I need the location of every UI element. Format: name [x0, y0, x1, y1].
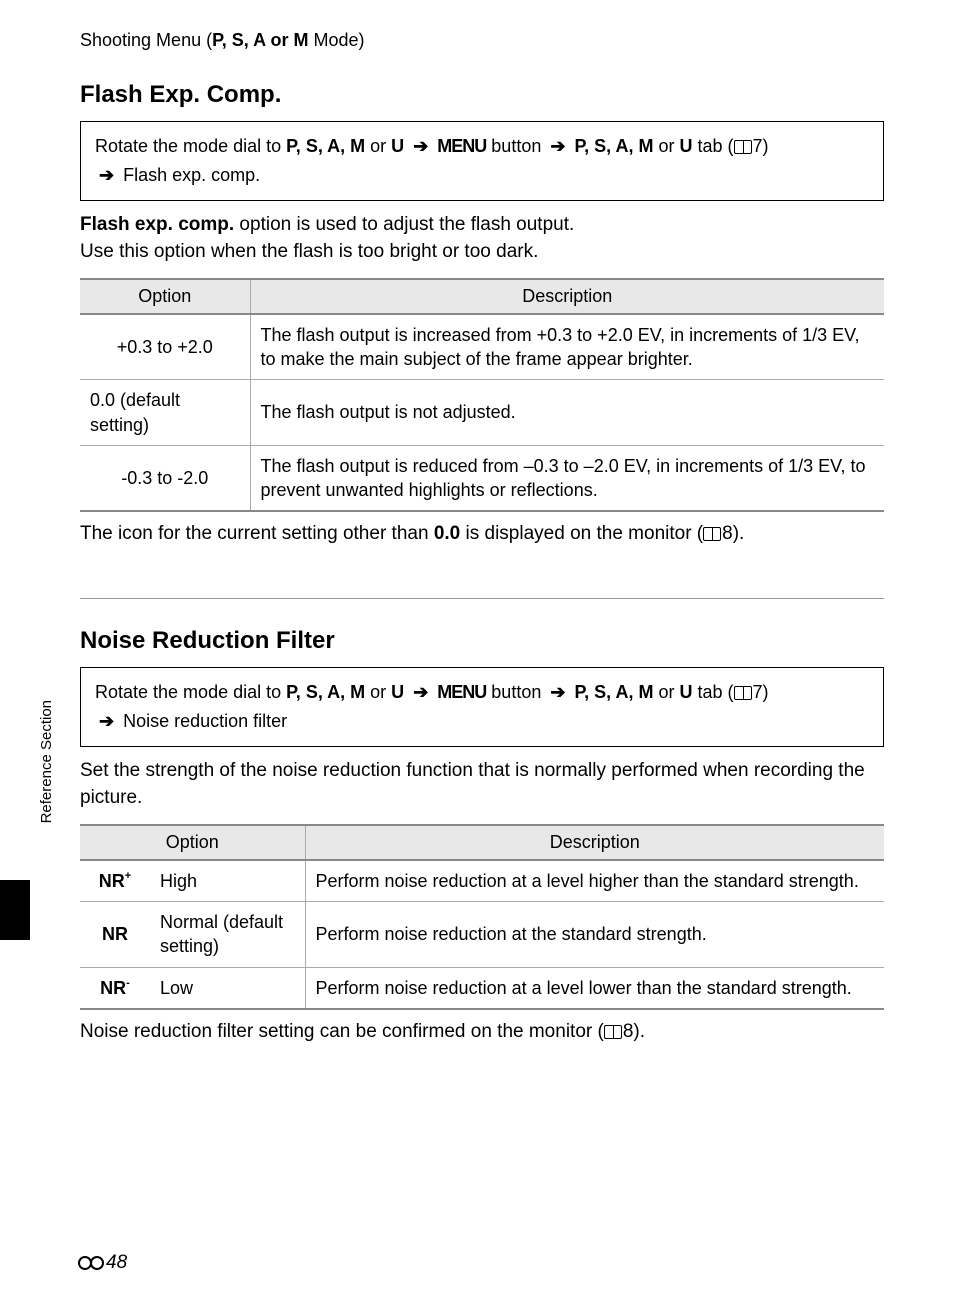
cell-desc: Perform noise reduction at the standard … [305, 902, 884, 968]
menu-button-label: MENU [437, 682, 486, 702]
arrow-icon: ➔ [99, 711, 114, 731]
nav-modes2: P, S, A, M [574, 682, 653, 702]
flash-note: The icon for the current setting other t… [80, 520, 884, 548]
nav-modeU2: U [680, 136, 693, 156]
cell-icon: NR- [80, 967, 150, 1009]
note-p2: is displayed on the monitor ( [460, 523, 703, 544]
table-row: NR+ High Perform noise reduction at a le… [80, 860, 884, 902]
noise-intro: Set the strength of the noise reduction … [80, 757, 884, 812]
noise-table: Option Description NR+ High Perform nois… [80, 824, 884, 1010]
footer-link-icon [78, 1254, 104, 1272]
nr-normal-icon: NR [102, 922, 128, 946]
cell-desc: The flash output is not adjusted. [250, 380, 884, 446]
note-p2: ). [633, 1021, 645, 1042]
nav-tab-text: tab ( [693, 136, 734, 156]
cell-desc: Perform noise reduction at a level highe… [305, 860, 884, 902]
arrow-icon: ➔ [550, 682, 565, 702]
section-title-flash: Flash Exp. Comp. [80, 81, 884, 109]
flash-table: Option Description +0.3 to +2.0 The flas… [80, 278, 884, 513]
nav-or1: or [365, 136, 391, 156]
side-section-label: Reference Section [38, 700, 55, 823]
cell-icon: NR [80, 902, 150, 968]
cell-option: -0.3 to -2.0 [80, 445, 250, 511]
cell-option: High [150, 860, 305, 902]
note-bold: 0.0 [434, 523, 460, 544]
cell-desc: The flash output is increased from +0.3 … [250, 314, 884, 380]
section-divider [80, 598, 884, 599]
header-prefix: Shooting Menu ( [80, 30, 212, 50]
table-row: -0.3 to -2.0 The flash output is reduced… [80, 445, 884, 511]
table-row: +0.3 to +2.0 The flash output is increas… [80, 314, 884, 380]
note-ref: 8 [623, 1021, 634, 1042]
cell-option: Low [150, 967, 305, 1009]
book-icon [604, 1025, 622, 1039]
nav-or1: or [365, 682, 391, 702]
side-tab-marker [0, 880, 30, 940]
flash-intro-rest: option is used to adjust the flash outpu… [234, 214, 574, 235]
table-header-description: Description [305, 825, 884, 860]
noise-note: Noise reduction filter setting can be co… [80, 1018, 884, 1046]
page-footer: 48 [78, 1252, 127, 1274]
book-icon [734, 686, 752, 700]
nr-high-icon: NR+ [99, 869, 131, 893]
nav-box-noise: Rotate the mode dial to P, S, A, M or U … [80, 667, 884, 747]
flash-intro-bold: Flash exp. comp. [80, 214, 234, 235]
arrow-icon: ➔ [99, 165, 114, 185]
table-header-option: Option [80, 279, 250, 314]
note-ref: 8 [722, 523, 733, 544]
table-row: 0.0 (default setting) The flash output i… [80, 380, 884, 446]
header-suffix: Mode) [308, 30, 364, 50]
nav-box-flash: Rotate the mode dial to P, S, A, M or U … [80, 121, 884, 201]
header-modes: P, S, A or M [212, 30, 308, 50]
section-title-noise: Noise Reduction Filter [80, 627, 884, 655]
nav-dest: Noise reduction filter [118, 711, 287, 731]
table-header-option: Option [80, 825, 305, 860]
note-p3: ). [733, 523, 745, 544]
cell-option: 0.0 (default setting) [80, 380, 250, 446]
note-p1: The icon for the current setting other t… [80, 523, 434, 544]
nav-modes2: P, S, A, M [574, 136, 653, 156]
nav-modeU2: U [680, 682, 693, 702]
nav-close: ) [763, 136, 769, 156]
flash-intro-line2: Use this option when the flash is too br… [80, 241, 538, 262]
nav-or2: or [653, 136, 679, 156]
arrow-icon: ➔ [413, 682, 428, 702]
nav-dest: Flash exp. comp. [118, 165, 260, 185]
nav-tab-text: tab ( [693, 682, 734, 702]
nav-modeU: U [391, 136, 404, 156]
table-header-description: Description [250, 279, 884, 314]
nav-or2: or [653, 682, 679, 702]
nav-ref1: 7 [753, 136, 763, 156]
cell-option: +0.3 to +2.0 [80, 314, 250, 380]
flash-intro: Flash exp. comp. option is used to adjus… [80, 211, 884, 266]
nav-modes1: P, S, A, M [286, 136, 365, 156]
nav-modeU: U [391, 682, 404, 702]
nav-prefix: Rotate the mode dial to [95, 682, 286, 702]
book-icon [734, 140, 752, 154]
nav-modes1: P, S, A, M [286, 682, 365, 702]
nav-ref1: 7 [753, 682, 763, 702]
table-row: NR Normal (default setting) Perform nois… [80, 902, 884, 968]
cell-option: Normal (default setting) [150, 902, 305, 968]
cell-desc: Perform noise reduction at a level lower… [305, 967, 884, 1009]
nav-button-text: button [486, 682, 546, 702]
arrow-icon: ➔ [550, 136, 565, 156]
note-p1: Noise reduction filter setting can be co… [80, 1021, 604, 1042]
table-row: NR- Low Perform noise reduction at a lev… [80, 967, 884, 1009]
arrow-icon: ➔ [413, 136, 428, 156]
menu-button-label: MENU [437, 136, 486, 156]
page-content: Shooting Menu (P, S, A or M Mode) Flash … [0, 0, 954, 1083]
cell-icon: NR+ [80, 860, 150, 902]
book-icon [703, 527, 721, 541]
page-number: 48 [106, 1252, 127, 1273]
nr-low-icon: NR- [100, 976, 130, 1000]
cell-desc: The flash output is reduced from –0.3 to… [250, 445, 884, 511]
nav-prefix: Rotate the mode dial to [95, 136, 286, 156]
nav-close: ) [763, 682, 769, 702]
nav-button-text: button [486, 136, 546, 156]
page-header: Shooting Menu (P, S, A or M Mode) [80, 30, 884, 51]
